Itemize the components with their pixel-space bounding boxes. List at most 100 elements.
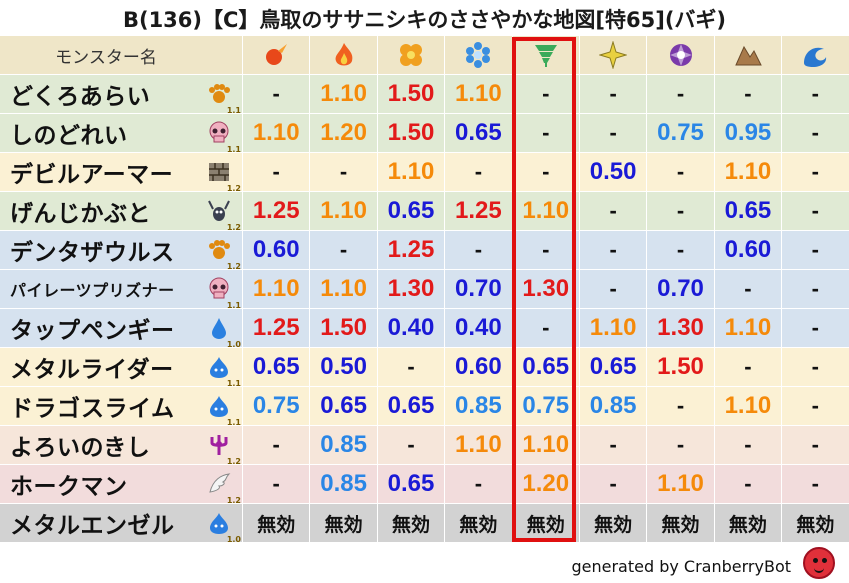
resistance-value: - [242, 153, 309, 191]
resistance-value: - [713, 75, 781, 113]
resistance-value: 1.20 [309, 114, 376, 152]
monster-name-cell: デンタザウルス 1.2 [0, 231, 242, 271]
resistance-value: - [781, 75, 848, 113]
version-label: 1.2 [226, 496, 241, 505]
resistance-value: 0.40 [376, 309, 444, 347]
resistance-value: 無効 [646, 504, 713, 542]
resistance-value: - [781, 270, 848, 308]
slime-icon: 1.1 [206, 393, 241, 427]
resistance-value: 無効 [781, 504, 848, 542]
slime-icon: 1.0 [206, 510, 241, 544]
resistance-value: 無効 [578, 504, 646, 542]
resistance-value: - [781, 348, 848, 386]
resistance-value: - [781, 465, 848, 503]
resistance-value: - [578, 114, 646, 152]
resistance-value: - [578, 192, 646, 230]
resistance-value: 0.60 [444, 348, 511, 386]
version-label: 1.1 [226, 418, 241, 427]
resistance-value: 1.10 [444, 426, 511, 464]
resistance-value: 1.10 [646, 465, 713, 503]
resistance-value: 1.10 [511, 426, 579, 464]
resistance-value: 1.10 [242, 114, 309, 152]
cranberry-bot-logo [803, 547, 835, 579]
element-header-5 [578, 36, 646, 74]
resistance-value: 0.65 [376, 192, 444, 230]
resistance-value: 1.10 [444, 75, 511, 113]
monster-name: げんじかぶと [10, 201, 151, 227]
version-label: 1.1 [226, 301, 241, 310]
resistance-value: - [713, 270, 781, 308]
resistance-value: - [646, 192, 713, 230]
footer-credit: generated by CranberryBot [571, 557, 791, 576]
resistance-value: 1.50 [309, 309, 376, 347]
table-row: どくろあらい 1.1-1.10 1.50 1.10- - - - - [0, 75, 849, 115]
resistance-value: 0.65 [578, 348, 646, 386]
resistance-value: 無効 [713, 504, 781, 542]
resistance-value: 1.30 [511, 270, 579, 308]
resistance-value: 1.10 [578, 309, 646, 347]
resistance-value: 無効 [376, 504, 444, 542]
resistance-value: 1.10 [713, 387, 781, 425]
lightning-icon [599, 41, 628, 69]
resistance-value: - [444, 231, 511, 269]
tornado-icon [532, 41, 560, 69]
monster-name: メタルエンゼル [10, 513, 175, 539]
page-title: B(136)【C】鳥取のササニシキのささやかな地図[特65](バギ) [122, 8, 727, 32]
resistance-value: - [713, 348, 781, 386]
monster-name: しのどれい [10, 123, 128, 149]
resistance-value: - [444, 465, 511, 503]
resistance-value: 1.10 [511, 192, 579, 230]
resistance-value: - [511, 75, 579, 113]
resistance-value: 0.75 [646, 114, 713, 152]
resistance-value: - [511, 231, 579, 269]
resistance-value: - [781, 387, 848, 425]
resistance-value: - [713, 426, 781, 464]
table-row: メタルライダー 1.1 0.65 0.50-0.60 0.65 0.65 1.50- - [0, 348, 849, 388]
table-row: パイレーツプリズナー 1.1 1.10 1.10 1.30 0.70 1.30-0.70- - [0, 270, 849, 310]
monster-name-header: モンスター名 [55, 47, 157, 68]
resistance-value: 1.50 [646, 348, 713, 386]
resistance-value: 0.65 [713, 192, 781, 230]
paw-icon: 1.1 [206, 81, 241, 115]
header-name-cell: モンスター名 [0, 36, 242, 74]
explosion-icon [397, 41, 425, 69]
brick-icon: 1.2 [206, 159, 241, 193]
resistance-value: 0.85 [578, 387, 646, 425]
resistance-value: 1.10 [713, 153, 781, 191]
version-label: 1.1 [226, 106, 241, 115]
version-label: 1.2 [226, 457, 241, 466]
resistance-value: 1.25 [444, 192, 511, 230]
monster-name: デビルアーマー [10, 162, 174, 188]
resistance-value: - [781, 114, 848, 152]
monster-name-cell: メタルエンゼル 1.0 [0, 504, 242, 544]
table-header-row: モンスター名 [0, 36, 849, 75]
resistance-value: - [242, 426, 309, 464]
resistance-value: 1.30 [646, 309, 713, 347]
version-label: 1.0 [226, 535, 241, 544]
resistance-value: 1.30 [376, 270, 444, 308]
resistance-value: - [511, 114, 579, 152]
version-label: 1.2 [226, 223, 241, 232]
element-header-0 [242, 36, 309, 74]
version-label: 1.0 [226, 340, 241, 349]
bug-icon: 1.2 [206, 198, 241, 232]
paw-icon: 1.2 [206, 237, 241, 271]
element-header-3 [444, 36, 511, 74]
table-row: デンタザウルス 1.2 0.60-1.25- - - -0.60- [0, 231, 849, 271]
resistance-value: 0.85 [309, 426, 376, 464]
element-header-2 [376, 36, 444, 74]
resistance-value: - [578, 231, 646, 269]
resistance-value: 1.10 [309, 270, 376, 308]
resistance-value: 無効 [309, 504, 376, 542]
resistance-value: 0.70 [646, 270, 713, 308]
monster-name-cell: パイレーツプリズナー 1.1 [0, 270, 242, 310]
resistance-value: - [309, 153, 376, 191]
resistance-value: - [781, 192, 848, 230]
resistance-value: 1.10 [376, 153, 444, 191]
resistance-value: 0.65 [309, 387, 376, 425]
resistance-value: 0.65 [242, 348, 309, 386]
table-row: デビルアーマー 1.2- -1.10- -0.50-1.10- [0, 153, 849, 193]
resistance-value: - [242, 75, 309, 113]
version-label: 1.1 [226, 379, 241, 388]
resistance-value: 1.10 [713, 309, 781, 347]
